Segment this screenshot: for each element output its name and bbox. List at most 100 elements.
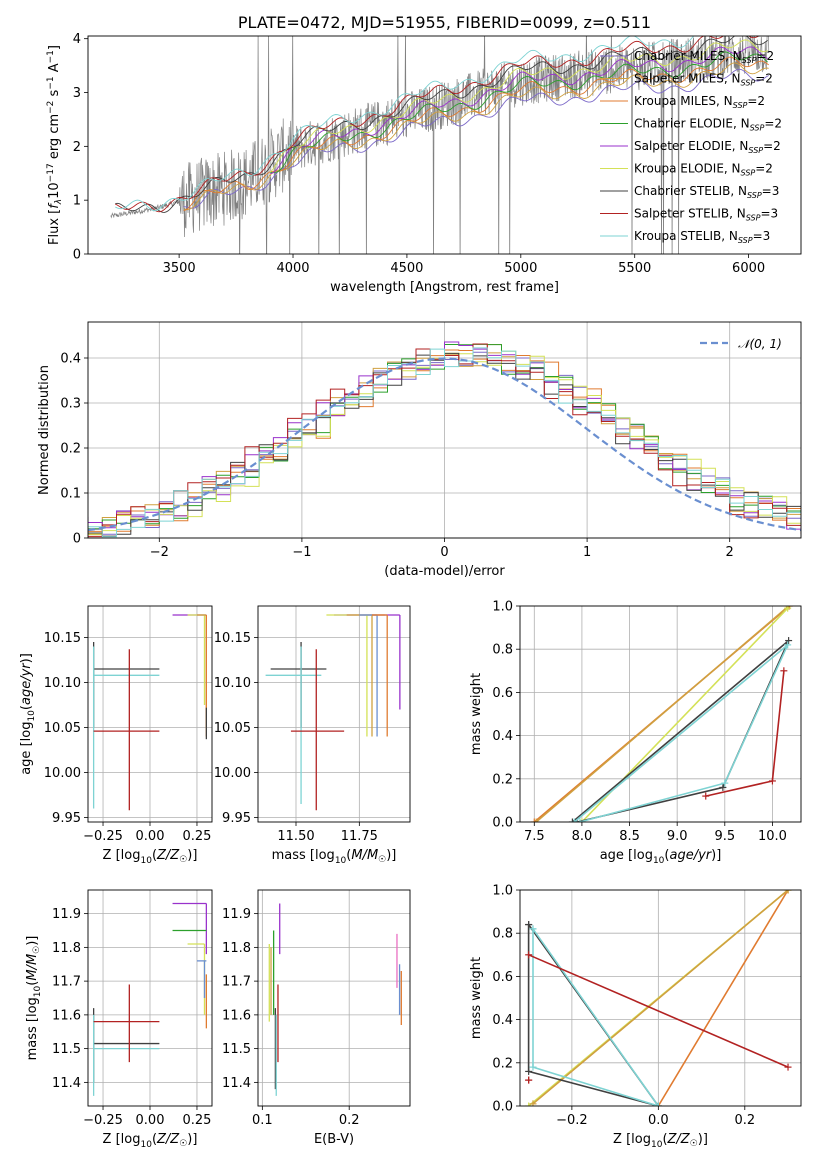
ticks-age_vs_mass: 11.50 11.75 9.95 10.00 10.05 10.10 10.15	[214, 631, 378, 844]
y-tick-label: 4	[73, 32, 81, 47]
ticks-mass_vs_Z: −0.25 0.00 0.25 11.4 11.5 11.6 11.7 11.8 11.9	[52, 907, 211, 1128]
ticks-residuals: −2 −1 0 1 2 0 0.1 0.2 0.3 0.4	[60, 352, 734, 561]
y-tick-label: 10.10	[214, 676, 251, 691]
model-line	[183, 56, 769, 212]
y-tick-label: 0.2	[492, 772, 513, 787]
x-tick-label: 0.1	[252, 1113, 273, 1128]
error-bar	[359, 614, 378, 737]
weight-marker	[568, 818, 576, 822]
y-tick-label: 10.10	[44, 676, 81, 691]
weight-line	[528, 954, 789, 1068]
y-tick-label: 9.95	[222, 811, 251, 826]
model-line	[115, 36, 760, 213]
x-axis-label: Z [log10(Z/Z☉)]	[103, 848, 198, 866]
y-tick-label: 0.8	[492, 643, 513, 658]
x-axis-label: Z [log10(Z/Z☉)]	[103, 1132, 198, 1150]
x-tick-label: 0.25	[182, 1113, 211, 1128]
weight-marker	[576, 818, 584, 822]
panel-residuals: −2 −1 0 1 2 0 0.1 0.2 0.3 0.4 (data-model)/error No…	[37, 321, 802, 579]
axes-frame	[257, 605, 411, 823]
weight-marker	[529, 925, 537, 933]
weight-marker	[530, 818, 538, 822]
y-tick-label: 0.0	[492, 816, 513, 831]
y-tick-label: 0.3	[60, 397, 81, 412]
grid-age_vs_Z	[88, 606, 212, 822]
plot-area-mass_vs_EBV	[268, 903, 402, 1096]
y-tick-label: 9.95	[52, 811, 81, 826]
y-tick-label: 3	[73, 86, 81, 101]
ticks-spectrum: 3500 4000 4500 5000 5500 6000 0 1 2 3 4	[73, 32, 765, 276]
error-bar	[265, 646, 322, 804]
y-tick-label: 0.6	[492, 686, 513, 701]
x-axis-label: mass [log10(M/M☉)]	[272, 848, 397, 866]
panel-age_vs_Z: −0.25 0.00 0.25 9.95 10.00 10.05 10.10 10.15 Z […	[19, 605, 213, 866]
axes-frame	[87, 35, 802, 255]
weight-marker	[702, 792, 710, 800]
x-tick-label: 0.00	[136, 829, 165, 844]
x-tick-label: 9.5	[714, 829, 735, 844]
x-tick-label: 5000	[504, 261, 537, 276]
y-axis-label: Flux [fλ10−17 erg cm−2 s−1 A−1]	[46, 45, 64, 245]
weight-marker	[525, 1076, 533, 1084]
y-tick-label: 0.2	[60, 442, 81, 457]
y-tick-label: 0.0	[492, 1100, 513, 1115]
y-tick-label: 0.4	[492, 1013, 513, 1028]
ticks-mass_vs_EBV: 0.1 0.2 11.4 11.5 11.6 11.7 11.8 11.9	[222, 907, 359, 1128]
error-bar	[372, 614, 388, 737]
weight-marker	[570, 818, 578, 822]
x-tick-label: 10.0	[758, 829, 787, 844]
y-axis-label: Normed distribution	[37, 365, 52, 495]
error-bar	[187, 943, 206, 1015]
legend-label: Chabrier MILES, NSSP=2	[634, 49, 774, 65]
y-tick-label: 11.7	[52, 975, 81, 990]
x-tick-label: 4000	[276, 261, 309, 276]
y-tick-label: 0.8	[492, 927, 513, 942]
panel-weight_vs_age: 7.5 8.0 8.5 9.0 9.5 10.0 0.0 0.2 0.4 0.6 0.8 1.0 age…	[469, 600, 802, 866]
weight-marker	[719, 783, 727, 791]
legend-label: Salpeter MILES, NSSP=2	[634, 72, 773, 88]
x-tick-label: 7.5	[524, 829, 545, 844]
y-tick-label: 10.00	[214, 766, 251, 781]
x-tick-label: 1	[583, 545, 591, 560]
error-bar	[92, 1014, 160, 1096]
legend-label: Kroupa MILES, NSSP=2	[634, 94, 765, 110]
weight-marker	[784, 606, 792, 612]
error-bar	[92, 1008, 160, 1083]
weight-marker	[529, 1063, 537, 1071]
weight-marker	[532, 818, 540, 822]
plot-area-age_vs_Z	[92, 614, 208, 811]
model-line	[115, 36, 768, 213]
model-line	[115, 36, 695, 212]
plot-area-residuals	[88, 341, 801, 538]
grid-mass_vs_Z	[88, 890, 212, 1106]
y-tick-label: 0.6	[492, 970, 513, 985]
model-line	[270, 46, 768, 175]
model-line	[270, 51, 768, 174]
y-tick-label: 1.0	[492, 884, 513, 899]
weight-line	[573, 644, 789, 822]
y-tick-label: 11.4	[52, 1076, 81, 1091]
y-tick-label: 0.1	[60, 487, 81, 502]
y-tick-label: 0.4	[492, 729, 513, 744]
x-tick-label: 11.75	[341, 829, 378, 844]
weight-marker	[529, 1100, 537, 1106]
axes-frame	[87, 321, 802, 539]
weight-marker	[721, 779, 729, 787]
y-tick-label: 1.0	[492, 600, 513, 615]
model-line	[183, 62, 769, 210]
x-tick-label: 8.5	[619, 829, 640, 844]
weight-line	[657, 890, 789, 1106]
legend-label: 𝒩(0, 1)	[738, 337, 782, 351]
error-bar	[172, 902, 208, 955]
y-tick-label: 10.05	[214, 721, 251, 736]
y-tick-label: 1	[73, 194, 81, 209]
y-tick-label: 11.6	[52, 1008, 81, 1023]
x-tick-label: −0.25	[83, 1113, 123, 1128]
y-tick-label: 10.00	[44, 766, 81, 781]
x-tick-label: 0.25	[182, 829, 211, 844]
error-bar	[92, 642, 160, 728]
y-tick-label: 11.5	[52, 1042, 81, 1057]
error-bar	[187, 614, 206, 705]
y-tick-label: 11.5	[222, 1042, 251, 1057]
x-axis-label: age [log10(age/yr)]	[600, 848, 722, 866]
